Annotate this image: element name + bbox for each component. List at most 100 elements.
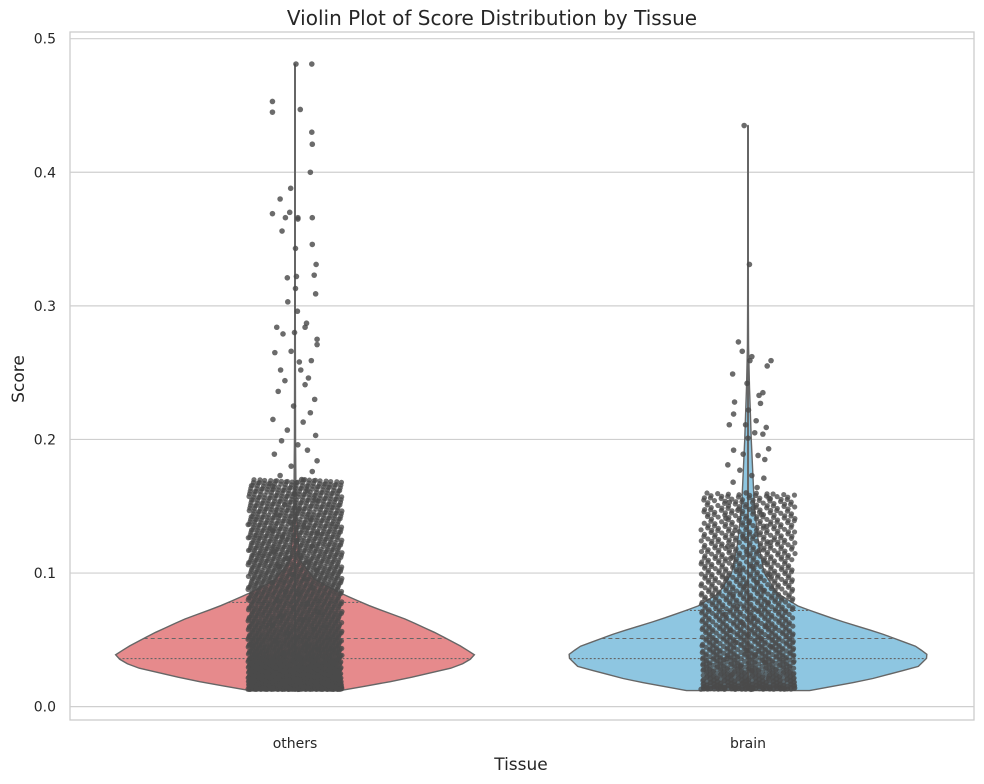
strip-point-others <box>307 617 313 623</box>
strip-point-others <box>309 530 315 536</box>
strip-point-brain <box>758 644 765 651</box>
strip-point-others <box>324 596 330 602</box>
strip-point-brain <box>744 641 750 647</box>
strip-point-others <box>296 562 302 568</box>
strip-point-brain <box>768 622 775 628</box>
strip-point-others <box>336 656 342 662</box>
strip-point-brain <box>709 592 715 599</box>
strip-point-brain <box>750 522 756 529</box>
strip-point-others <box>323 509 329 516</box>
strip-point-others <box>257 522 263 528</box>
strip-point-brain <box>741 604 747 611</box>
strip-point-others <box>261 565 267 571</box>
strip-point-others <box>285 573 292 579</box>
strip-point-others <box>253 545 260 551</box>
strip-point-others <box>316 512 322 518</box>
strip-point-brain <box>726 539 732 545</box>
strip-point-others <box>262 644 268 651</box>
strip-point-others <box>328 628 334 634</box>
strip-point-brain <box>721 685 727 691</box>
strip-point-others <box>310 626 317 632</box>
strip-point-brain <box>726 499 733 506</box>
strip-point-brain <box>787 664 793 670</box>
strip-point-brain <box>773 667 779 673</box>
strip-point-brain <box>782 599 789 605</box>
strip-point-brain <box>790 653 796 659</box>
strip-point-others <box>258 615 265 621</box>
strip-point-others <box>254 516 260 522</box>
strip-point-others <box>272 638 279 644</box>
strip-point-brain <box>745 435 751 441</box>
strip-point-brain <box>702 565 708 571</box>
strip-point-others <box>256 686 262 692</box>
strip-point-others <box>334 510 340 516</box>
strip-point-others <box>313 679 319 686</box>
strip-point-brain <box>712 566 718 572</box>
strip-point-others <box>321 646 327 652</box>
strip-point-others <box>325 642 331 648</box>
strip-point-brain <box>763 523 770 530</box>
strip-point-others <box>251 627 258 633</box>
strip-point-others <box>320 543 326 550</box>
strip-point-others <box>327 528 333 535</box>
strip-point-brain <box>708 573 715 579</box>
y-tick-label: 0.3 <box>34 299 56 315</box>
strip-point-others <box>269 98 276 105</box>
strip-point-others <box>309 543 316 550</box>
strip-point-others <box>283 621 289 627</box>
strip-point-brain <box>715 549 721 555</box>
strip-point-others <box>269 649 276 655</box>
strip-point-others <box>334 575 340 581</box>
strip-point-others <box>246 493 252 500</box>
strip-point-brain <box>745 407 752 413</box>
strip-point-others <box>276 648 282 654</box>
strip-point-others <box>257 508 263 514</box>
strip-point-brain <box>737 635 744 641</box>
strip-point-others <box>339 620 345 626</box>
strip-point-brain <box>739 510 745 517</box>
strip-point-brain <box>710 619 716 625</box>
strip-point-others <box>251 609 257 615</box>
strip-point-others <box>269 527 276 534</box>
strip-point-others <box>305 375 312 381</box>
strip-point-others <box>300 671 307 678</box>
strip-point-brain <box>722 611 729 618</box>
strip-point-others <box>287 662 293 668</box>
strip-point-brain <box>701 544 707 550</box>
strip-point-brain <box>784 508 791 514</box>
strip-point-others <box>245 618 251 624</box>
strip-point-brain <box>736 562 742 569</box>
strip-point-brain <box>745 677 751 683</box>
strip-point-brain <box>702 622 709 628</box>
strip-point-others <box>335 642 341 648</box>
strip-point-others <box>268 607 274 614</box>
strip-point-others <box>286 594 292 600</box>
strip-point-others <box>278 612 284 619</box>
strip-point-others <box>275 546 281 552</box>
strip-point-others <box>254 613 260 619</box>
strip-point-others <box>323 574 330 581</box>
strip-point-brain <box>720 593 726 599</box>
strip-point-brain <box>729 521 735 528</box>
strip-point-brain <box>777 498 784 505</box>
strip-point-others <box>251 599 257 605</box>
strip-point-others <box>288 554 295 560</box>
strip-point-brain <box>729 543 735 550</box>
strip-point-brain <box>712 545 718 551</box>
strip-point-brain <box>723 597 729 603</box>
strip-point-brain <box>768 595 774 601</box>
strip-point-brain <box>771 570 777 576</box>
strip-point-others <box>301 523 307 530</box>
strip-point-others <box>314 341 320 348</box>
strip-point-others <box>251 564 257 570</box>
strip-point-brain <box>739 522 745 528</box>
strip-point-others <box>289 571 296 578</box>
strip-point-others <box>272 610 278 616</box>
strip-point-others <box>255 646 261 652</box>
strip-point-others <box>267 538 274 544</box>
strip-point-brain <box>750 557 756 563</box>
strip-point-others <box>304 447 311 453</box>
strip-point-brain <box>716 625 723 631</box>
strip-point-brain <box>771 560 777 566</box>
strip-point-brain <box>775 562 781 568</box>
